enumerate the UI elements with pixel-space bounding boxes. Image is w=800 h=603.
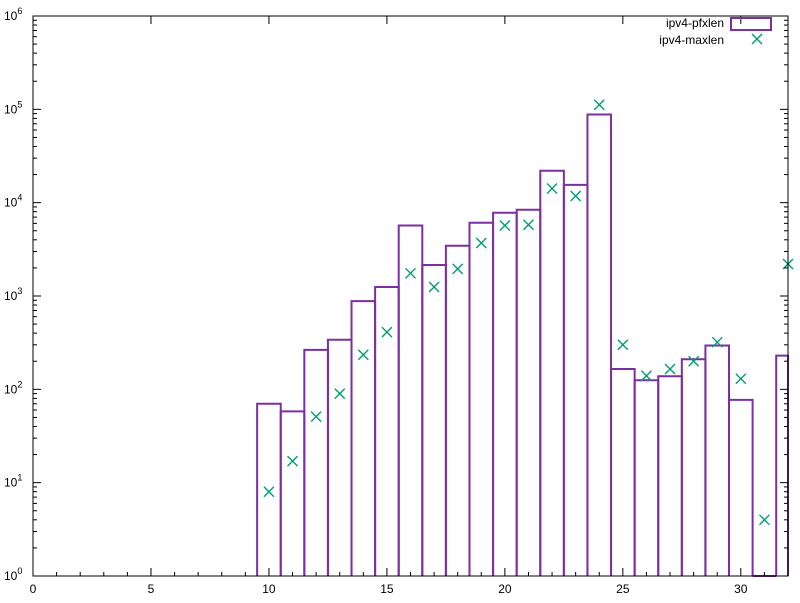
point-maxlen-15 — [381, 326, 393, 338]
points-layer — [263, 99, 794, 526]
point-maxlen-19 — [475, 237, 487, 249]
point-maxlen-25 — [617, 339, 629, 351]
legend-swatch-pfxlen — [730, 17, 772, 31]
bar-pfxlen-25 — [610, 368, 636, 576]
bar-pfxlen-11 — [279, 410, 306, 576]
bar-pfxlen-27 — [657, 375, 683, 576]
x-tick-label: 25 — [616, 582, 630, 596]
point-maxlen-16 — [405, 267, 416, 279]
y-tick-label: 101 — [4, 473, 22, 490]
y-tick-label: 105 — [4, 99, 22, 116]
point-maxlen-24 — [593, 99, 605, 111]
point-maxlen-22 — [546, 182, 558, 194]
x-tick-label: 15 — [380, 582, 394, 596]
legend-marker-maxlen — [751, 33, 763, 45]
bar-pfxlen-23 — [562, 183, 589, 576]
x-tick-label: 5 — [148, 582, 155, 596]
x-tick-label: 10 — [262, 582, 276, 596]
x-tick-label: 30 — [734, 582, 748, 596]
point-maxlen-20 — [499, 219, 511, 231]
bar-pfxlen-20 — [492, 211, 518, 576]
bar-pfxlen-16 — [397, 224, 424, 576]
point-maxlen-13 — [334, 388, 346, 400]
point-maxlen-14 — [357, 349, 369, 361]
bar-pfxlen-10 — [256, 402, 282, 576]
bar-pfxlen-24 — [586, 113, 613, 576]
bars-layer — [256, 113, 789, 577]
plot-frame — [32, 15, 789, 577]
bar-pfxlen-18 — [444, 244, 471, 576]
ticks-layer: 0 5 10 15 20 25 30 100 101 102 103 104 105 106 — [4, 6, 788, 596]
x-tick-label: 0 — [30, 582, 37, 596]
bar-pfxlen-17 — [421, 263, 447, 576]
point-maxlen-21 — [522, 219, 534, 231]
y-tick-label: 102 — [4, 379, 22, 396]
bar-pfxlen-28 — [680, 358, 707, 576]
bar-pfxlen-30 — [728, 398, 754, 576]
point-maxlen-23 — [570, 190, 582, 202]
point-maxlen-28 — [688, 355, 700, 367]
point-maxlen-30 — [735, 373, 747, 385]
point-maxlen-17 — [428, 281, 440, 293]
point-maxlen-18 — [452, 263, 464, 275]
bar-pfxlen-12 — [303, 348, 329, 576]
bar-pfxlen-19 — [468, 221, 495, 576]
bar-pfxlen-21 — [515, 208, 542, 576]
point-maxlen-12 — [310, 411, 322, 423]
y-tick-label: 104 — [4, 193, 22, 210]
point-maxlen-10 — [263, 486, 275, 498]
point-maxlen-29 — [711, 336, 723, 348]
point-maxlen-31 — [758, 514, 770, 526]
y-tick-label: 106 — [4, 6, 22, 23]
bar-pfxlen-13 — [326, 338, 353, 576]
y-tick-label: 103 — [4, 286, 22, 303]
bar-pfxlen-22 — [539, 169, 565, 576]
bar-pfxlen-15 — [374, 285, 400, 576]
point-maxlen-26 — [640, 370, 652, 382]
point-maxlen-27 — [664, 363, 676, 375]
bar-pfxlen-26 — [633, 379, 660, 576]
legend-label-pfxlen: ipv4-pfxlen — [666, 16, 724, 30]
bar-pfxlen-29 — [704, 344, 731, 576]
x-tick-label: 20 — [498, 582, 512, 596]
legend: ipv4-pfxlen ipv4-maxlen — [659, 16, 772, 47]
y-tick-label: 100 — [4, 566, 22, 583]
bar-pfxlen-14 — [350, 300, 377, 576]
legend-label-maxlen: ipv4-maxlen — [659, 33, 724, 47]
point-maxlen-11 — [287, 455, 299, 467]
bar-pfxlen-32 — [775, 354, 789, 576]
